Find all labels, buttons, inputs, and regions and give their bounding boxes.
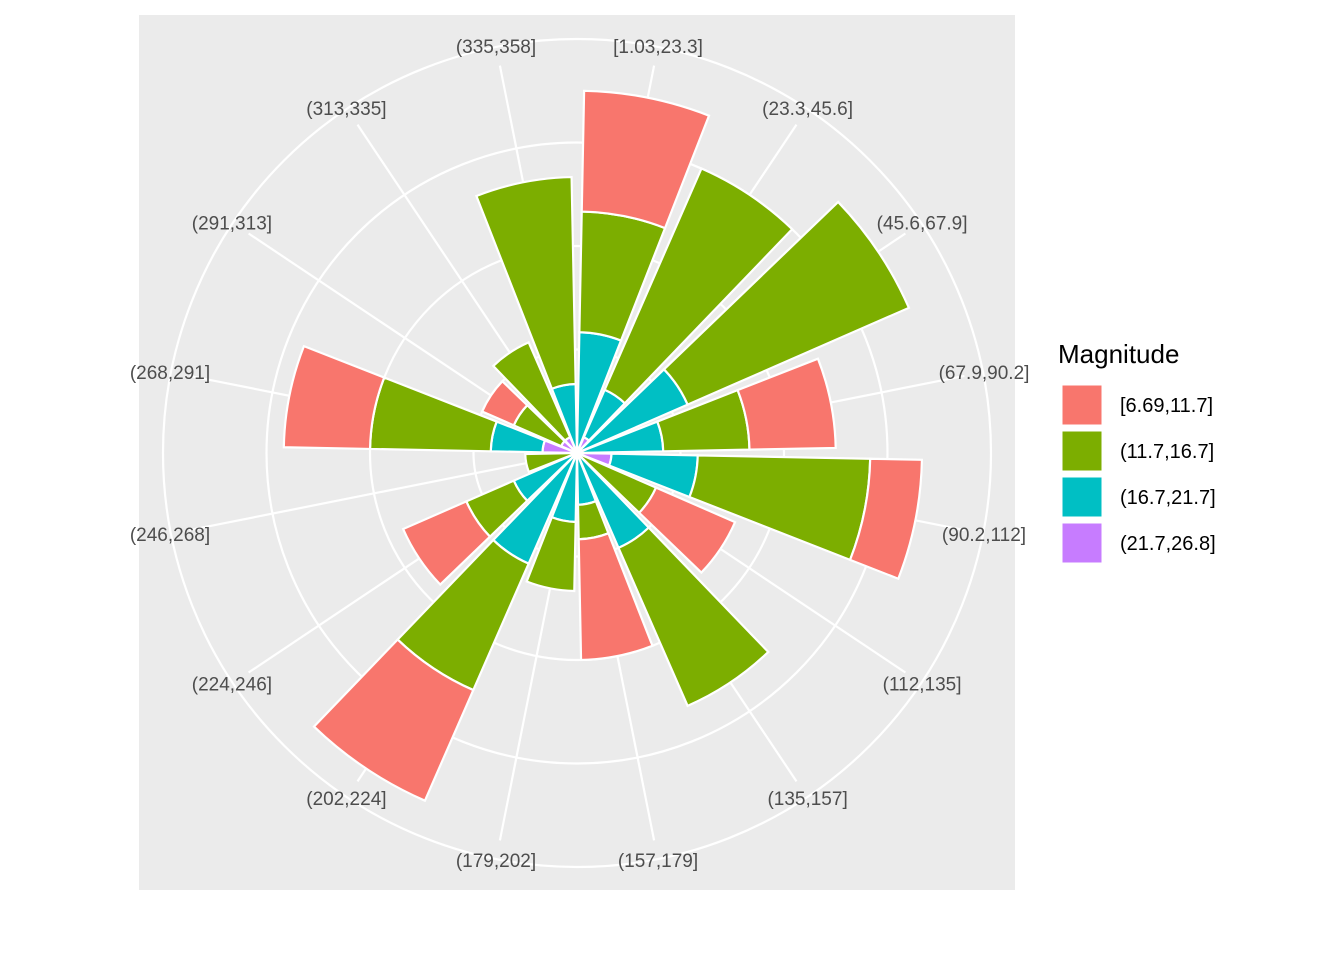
grid-ring: [368, 244, 786, 662]
tick-label: (135,157]: [767, 789, 847, 810]
tick-label: (90.2,112]: [942, 525, 1026, 546]
legend-title: Magnitude: [1058, 339, 1179, 369]
legend-label: [6.69,11.7]: [1120, 395, 1213, 417]
grid-ring: [265, 141, 889, 765]
legend-label: (16.7,21.7]: [1120, 487, 1216, 509]
legend-label: (21.7,26.8]: [1120, 533, 1216, 555]
tick-label: (268,291]: [130, 363, 210, 384]
bar-segment: [736, 357, 837, 451]
legend-key: [1061, 384, 1103, 426]
bar-segment: [580, 89, 711, 230]
tick-label: (45.6,67.9]: [877, 213, 968, 234]
bar-segment: [524, 451, 578, 474]
tick-label: (224,246]: [192, 675, 272, 696]
bar-segment: [474, 175, 577, 391]
bar-segment: [401, 499, 492, 587]
bar-segment: [848, 457, 924, 581]
tick-label: (112,135]: [883, 675, 962, 696]
tick-label: (157,179]: [618, 851, 698, 872]
tick-label: (291,313]: [192, 213, 272, 234]
tick-label: (23.3,45.6]: [762, 99, 853, 120]
bar-segment: [480, 379, 529, 427]
bar-segment: [637, 486, 737, 575]
bar-segment: [525, 515, 577, 593]
grid-spoke: [189, 451, 578, 532]
grid-ring: [161, 37, 993, 869]
bar-segment: [312, 637, 475, 803]
legend-key: [1061, 476, 1103, 518]
tick-label: (67.9,90.2]: [939, 363, 1030, 384]
tick-label: [1.03,23.3]: [613, 37, 703, 58]
tick-label: (179,202]: [456, 851, 536, 872]
legend: Magnitude [6.69,11.7] (11.7,16.7] (16.7,21…: [1058, 339, 1216, 564]
bar-segment: [662, 200, 911, 407]
bar-segment: [282, 344, 386, 451]
bar-segment: [577, 531, 654, 662]
bars: [282, 89, 924, 803]
tick-label: (202,224]: [306, 789, 386, 810]
grid-ring: [472, 348, 682, 558]
legend-key: [1061, 522, 1103, 564]
legend-label: (11.7,16.7]: [1120, 441, 1214, 463]
tick-label: (335,358]: [456, 37, 536, 58]
tick-label: (246,268]: [130, 525, 210, 546]
tick-labels: [1.03,23.3] (23.3,45.6] (45.6,67.9] (67.9,9…: [130, 37, 1030, 872]
legend-key: [1061, 430, 1103, 472]
tick-label: (313,335]: [306, 99, 386, 120]
bar-segment: [603, 167, 794, 405]
bar-segment: [491, 340, 572, 443]
bar-segment: [617, 526, 770, 708]
